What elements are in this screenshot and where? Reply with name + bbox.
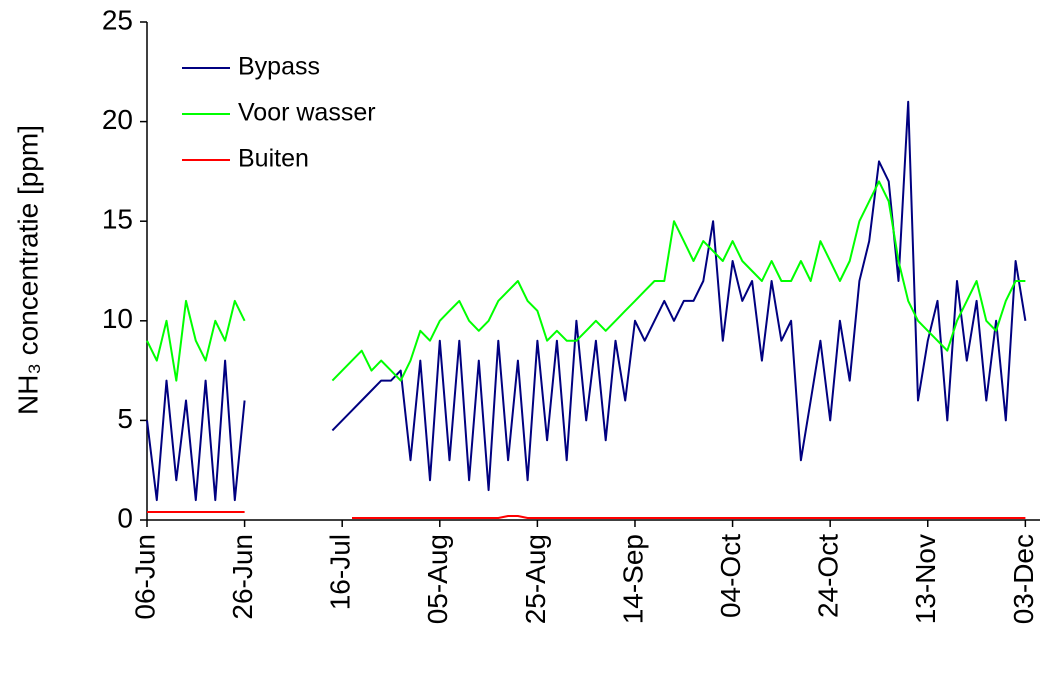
- x-tick-label: 05-Aug: [422, 534, 453, 624]
- legend-label: Bypass: [238, 53, 320, 81]
- y-tick-label: 25: [102, 4, 133, 35]
- x-tick-label: 16-Jul: [325, 534, 356, 610]
- y-tick-label: 15: [102, 204, 133, 235]
- series-line: [146, 180, 1026, 382]
- x-tick-label: 03-Dec: [1008, 534, 1039, 624]
- y-axis-title: NH₃ concentratie [ppm]: [12, 125, 43, 415]
- series-line: [146, 100, 1027, 502]
- y-tick-label: 5: [117, 403, 133, 434]
- x-tick-label: 14-Sep: [617, 534, 648, 624]
- x-tick-label: 13-Nov: [910, 534, 941, 624]
- x-tick-label: 06-Jun: [129, 534, 160, 620]
- series-line: [147, 511, 1026, 519]
- x-tick-label: 04-Oct: [715, 534, 746, 618]
- x-tick-label: 24-Oct: [813, 534, 844, 618]
- legend-label: Buiten: [238, 145, 309, 173]
- legend-label: Voor wasser: [238, 99, 376, 127]
- y-tick-label: 0: [117, 502, 133, 533]
- x-tick-label: 25-Aug: [520, 534, 551, 624]
- y-tick-label: 10: [102, 303, 133, 334]
- y-tick-label: 20: [102, 104, 133, 135]
- x-tick-label: 26-Jun: [227, 534, 258, 620]
